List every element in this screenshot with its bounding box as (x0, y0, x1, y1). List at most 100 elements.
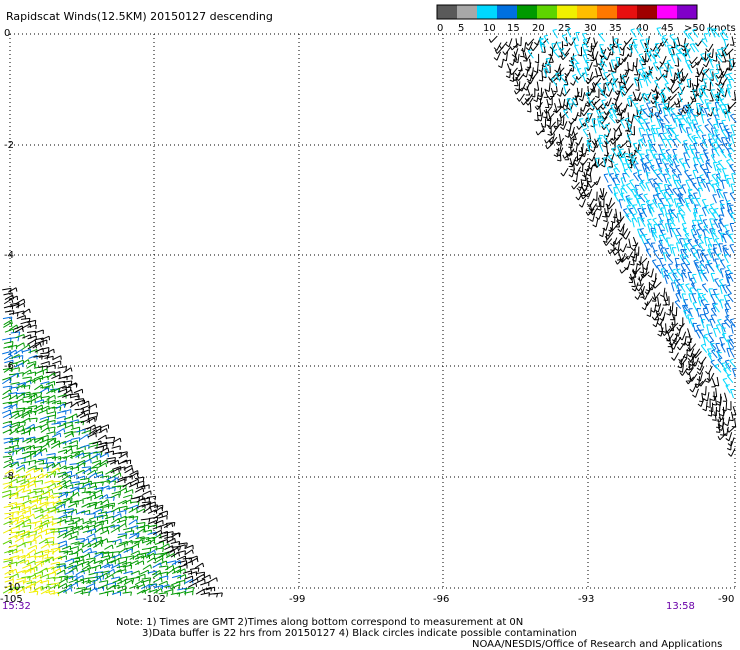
wind-barb (20, 515, 29, 520)
wind-barb (44, 480, 54, 484)
wind-barb (658, 67, 663, 77)
wind-barb (4, 310, 14, 313)
wind-barb (2, 588, 12, 594)
wind-barb-flag (704, 204, 709, 207)
wind-barb (701, 207, 707, 217)
wind-barb (58, 514, 67, 519)
wind-barb-flag (665, 337, 669, 342)
wind-barb-flag (720, 32, 725, 34)
wind-barb-flag (704, 312, 709, 315)
wind-barb (8, 588, 17, 594)
wind-barb-flag (613, 192, 619, 195)
wind-barb (61, 498, 71, 504)
wind-barb (26, 479, 35, 486)
wind-barb (654, 80, 660, 89)
wind-barb (730, 134, 735, 144)
wind-barb (674, 46, 682, 55)
wind-barb (20, 317, 31, 320)
wind-barb (575, 172, 579, 183)
wind-barb-flag (160, 588, 163, 593)
wind-barb (97, 462, 107, 468)
wind-barb (68, 444, 78, 448)
wind-barb-flag (587, 165, 591, 170)
wind-barb (16, 421, 26, 424)
wind-barb (3, 319, 12, 326)
wind-barb-flag (46, 473, 49, 478)
wind-barb (715, 265, 722, 274)
note-line-2: 3)Data buffer is 22 hrs from 20150127 4)… (142, 628, 577, 639)
wind-barb (110, 576, 120, 580)
wind-barb (39, 573, 49, 579)
wind-barb (675, 242, 680, 252)
wind-barb-flag (184, 568, 186, 573)
wind-barb (700, 378, 707, 387)
wind-barb (98, 428, 107, 434)
wind-barb-flag (594, 106, 598, 111)
wind-barb (50, 547, 60, 551)
wind-barb (725, 274, 729, 284)
wind-barb (540, 112, 544, 122)
wind-barb (645, 182, 650, 192)
wind-barb (714, 94, 719, 103)
wind-barb-flag (698, 79, 703, 83)
wind-barb-flag (711, 173, 716, 176)
wind-barb-flag (678, 361, 682, 366)
wind-barb-flag (81, 563, 84, 568)
wind-barb (187, 571, 197, 575)
wind-barb (16, 407, 26, 410)
wind-barb (667, 185, 674, 194)
wind-barb (112, 451, 122, 455)
wind-barb-flag (598, 32, 604, 36)
wind-barb-flag (645, 74, 650, 77)
wind-barb (134, 487, 144, 493)
wind-barb (147, 524, 157, 528)
wind-barb (26, 438, 35, 444)
wind-barb-flag (594, 163, 598, 168)
wind-barb (25, 468, 35, 474)
wind-barb (55, 380, 65, 384)
wind-barb-flag (585, 194, 589, 198)
wind-barb (677, 174, 682, 184)
wind-barb-flag (596, 82, 602, 86)
wind-barb-flag (18, 331, 21, 336)
wind-barb-flag (106, 573, 109, 578)
wind-barb (717, 352, 721, 362)
wind-barb (4, 328, 14, 333)
wind-barb (62, 515, 72, 519)
wind-barb-flag (652, 229, 657, 232)
wind-barb-flag (668, 351, 673, 354)
wind-barb (4, 359, 14, 364)
wind-barb (688, 308, 693, 318)
wind-barb-flag (571, 185, 575, 190)
wind-barb (649, 307, 652, 317)
wind-barb (620, 57, 627, 66)
wind-barb-flag (643, 97, 648, 101)
wind-barb (515, 38, 518, 48)
wind-barb (539, 43, 544, 53)
wind-barb (15, 488, 24, 494)
wind-barb (208, 577, 217, 583)
wind-barb (583, 147, 588, 157)
wind-barb (699, 154, 705, 163)
wind-barb (509, 68, 512, 78)
wind-barb (40, 485, 50, 490)
wind-barb (4, 341, 14, 344)
wind-barb (646, 53, 652, 62)
wind-barb (568, 103, 573, 113)
wind-barb-flag (143, 497, 146, 502)
wind-barb-flag (677, 187, 682, 190)
wind-barb-flag (679, 193, 684, 196)
wind-barb (25, 444, 35, 450)
wind-barb-flag (715, 133, 720, 137)
wind-barb-flag (637, 207, 642, 210)
wind-barb (643, 243, 649, 252)
wind-barb-flag (701, 38, 706, 41)
wind-barb (32, 527, 42, 533)
wind-barb (94, 486, 104, 490)
wind-barb (602, 187, 605, 197)
wind-barb (723, 104, 729, 114)
wind-barb (551, 133, 556, 143)
wind-barb (636, 29, 643, 38)
wind-barb-flag (704, 152, 709, 155)
wind-barb (630, 29, 637, 38)
